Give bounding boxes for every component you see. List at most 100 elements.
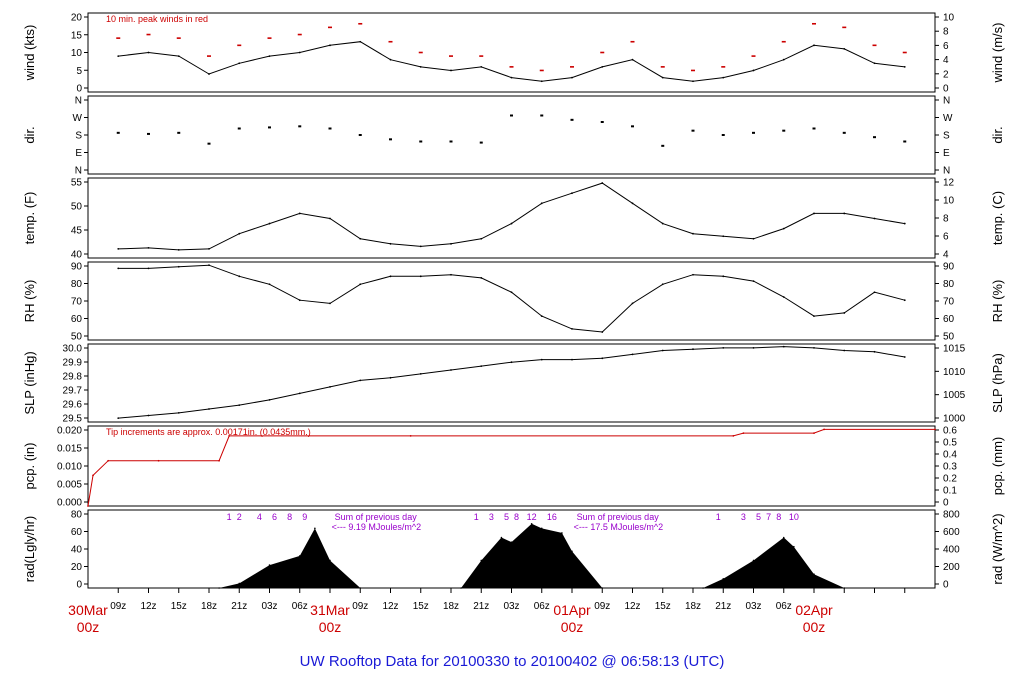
data-point: [540, 202, 543, 205]
data-point: [314, 527, 316, 530]
data-point: [813, 347, 815, 349]
y-ticks: 0.0000.0050.0100.0150.02000.10.20.30.40.…: [57, 426, 957, 509]
data-point: [903, 356, 906, 358]
tick-label: 70: [71, 297, 83, 308]
data-point: [107, 459, 110, 462]
tick-label: 0.000: [57, 498, 82, 509]
data-point: [117, 55, 120, 57]
x-tick-label: 03z: [503, 601, 519, 612]
x-tick-label: 18z: [443, 601, 459, 612]
data-point: [631, 302, 634, 305]
data-point: [329, 217, 331, 220]
data-point: [298, 299, 301, 302]
panel-frame: [87, 95, 936, 175]
day-label-bottom: 00z: [77, 619, 100, 635]
data-point: [460, 587, 462, 589]
data-point: [752, 69, 755, 72]
tick-label: 0: [76, 580, 82, 591]
tick-label: 0: [943, 580, 949, 591]
data-point: [208, 408, 210, 410]
x-tick-label: 06z: [292, 601, 308, 612]
direction-point: [903, 140, 907, 143]
data-point: [631, 202, 634, 205]
tick-label: 29.5: [63, 414, 83, 425]
hour-mark: 7: [766, 512, 771, 522]
data-point: [692, 273, 694, 276]
tick-label: 40: [71, 545, 83, 556]
peak-wind-mark: [509, 66, 514, 68]
tick-label: 70: [943, 297, 955, 308]
data-point: [843, 212, 846, 215]
data-point: [722, 578, 725, 580]
tick-label: 20: [71, 562, 83, 573]
data-point: [298, 51, 301, 54]
series-line: [118, 41, 905, 82]
tick-label: 1000: [943, 414, 966, 425]
data-point: [117, 247, 120, 250]
panel-frame: [87, 425, 936, 507]
day-label-top: 02Apr: [795, 602, 833, 618]
data-point: [823, 428, 825, 431]
tick-label: N: [943, 96, 950, 107]
sum-note-line1: Sum of previous day: [577, 512, 660, 522]
tick-label: 0.4: [943, 450, 957, 461]
data-point: [601, 357, 604, 360]
direction-point: [479, 141, 483, 144]
tick-label: W: [73, 113, 83, 124]
data-point: [782, 58, 785, 61]
data-point: [540, 358, 543, 361]
peak-wind-mark: [207, 55, 211, 57]
chart-title: UW Rooftop Data for 20100330 to 20100402…: [300, 653, 725, 670]
direction-point: [358, 134, 362, 136]
tick-label: E: [75, 148, 82, 159]
data-point: [873, 62, 876, 65]
data-point: [661, 349, 664, 352]
tick-label: 0.2: [943, 474, 957, 485]
data-point: [177, 412, 180, 414]
tick-label: 0.005: [57, 480, 82, 491]
data-point: [419, 65, 422, 68]
tick-label: 0.020: [57, 426, 82, 437]
x-tick-label: 09z: [352, 601, 368, 612]
x-tick-label: 18z: [201, 601, 217, 612]
hour-mark: 8: [514, 512, 519, 522]
tick-label: 0.5: [943, 438, 957, 449]
data-point: [359, 379, 362, 382]
tick-label: N: [943, 166, 950, 177]
data-point: [117, 417, 120, 419]
tick-label: 50: [943, 332, 955, 343]
data-point: [692, 80, 694, 83]
data-point: [722, 347, 725, 349]
data-point: [238, 275, 241, 278]
data-point: [540, 527, 543, 530]
x-tick-label: 18z: [685, 601, 701, 612]
data-point: [419, 373, 422, 375]
tick-label: N: [75, 96, 82, 107]
data-point: [268, 55, 271, 57]
data-point: [561, 532, 563, 534]
panel-frame: [87, 261, 936, 341]
data-point: [813, 212, 815, 215]
tick-label: 8: [943, 214, 949, 225]
data-point: [238, 582, 241, 585]
hour-mark: 2: [237, 512, 242, 522]
x-tick-label: 12z: [624, 601, 640, 612]
data-point: [298, 392, 301, 395]
data-point: [147, 267, 150, 270]
peak-wind-mark: [570, 66, 574, 68]
tick-label: 200: [943, 562, 960, 573]
data-point: [782, 536, 785, 539]
direction-point: [237, 127, 241, 130]
data-point: [87, 505, 89, 507]
data-point: [571, 327, 573, 330]
direction-point: [570, 118, 574, 121]
data-point: [480, 237, 483, 240]
direction-point: [752, 131, 755, 134]
tick-label: 5: [76, 66, 82, 77]
peak-wind-mark: [358, 22, 363, 25]
hour-mark: 9: [302, 512, 307, 522]
data-point: [692, 348, 694, 351]
data-point: [813, 573, 815, 576]
